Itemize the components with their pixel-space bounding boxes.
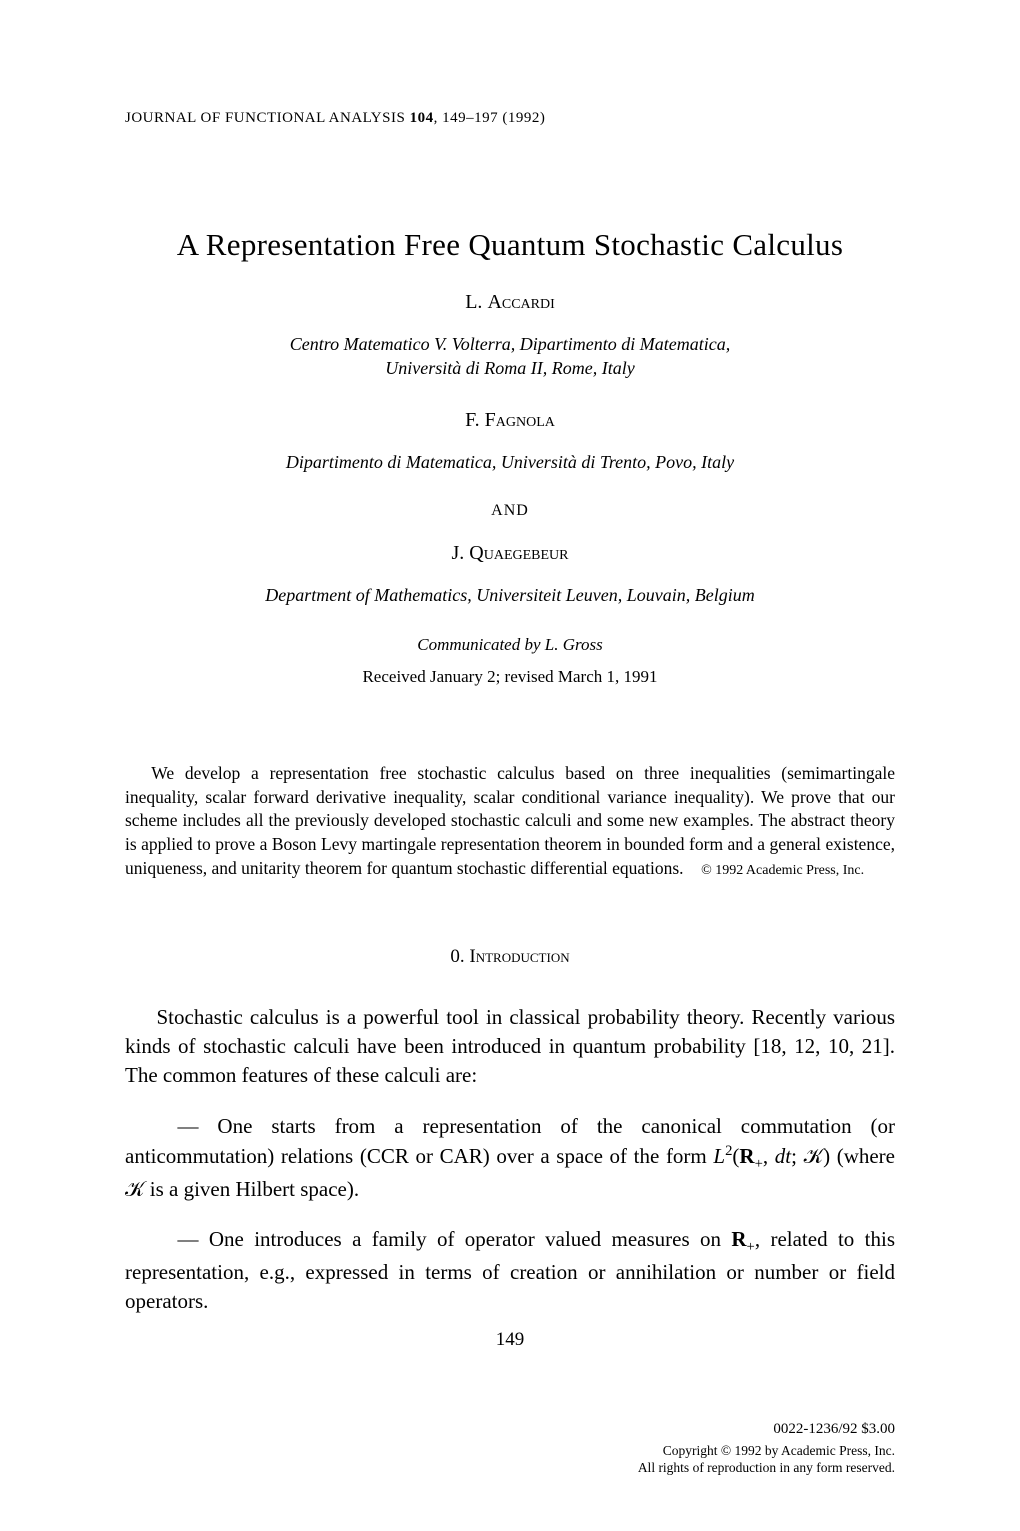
section-title: Introduction bbox=[469, 946, 569, 967]
affiliation-3: Department of Mathematics, Universiteit … bbox=[125, 583, 895, 607]
item1-suffix: is a given Hilbert space). bbox=[145, 1177, 360, 1201]
body-item-2: — One introduces a family of operator va… bbox=[125, 1225, 895, 1317]
affiliation-2-line1: Dipartimento di Matematica, Università d… bbox=[286, 452, 734, 472]
and-separator: AND bbox=[125, 502, 895, 520]
affiliation-1-line1: Centro Matematico V. Volterra, Dipartime… bbox=[290, 334, 730, 354]
page-container: JOURNAL OF FUNCTIONAL ANALYSIS 104, 149–… bbox=[0, 0, 1020, 1411]
footer-issn: 0022-1236/92 $3.00 bbox=[638, 1420, 895, 1440]
section-heading: 0. Introduction bbox=[125, 946, 895, 968]
item1-math: L2(R+, dt; 𝒦) bbox=[713, 1144, 830, 1168]
affiliation-1: Centro Matematico V. Volterra, Dipartime… bbox=[125, 332, 895, 381]
communicated-by: Communicated by L. Gross bbox=[125, 635, 895, 655]
journal-name: JOURNAL OF FUNCTIONAL ANALYSIS bbox=[125, 110, 405, 126]
article-title: A Representation Free Quantum Stochastic… bbox=[125, 227, 895, 263]
section-number: 0. bbox=[450, 946, 464, 967]
affiliation-2: Dipartimento di Matematica, Università d… bbox=[125, 450, 895, 474]
footer-copyright-1: Copyright © 1992 by Academic Press, Inc. bbox=[638, 1442, 895, 1460]
item2-prefix: — One introduces a family of operator va… bbox=[178, 1227, 732, 1251]
author-1-surname: Accardi bbox=[487, 291, 554, 313]
item1-mid: (where bbox=[830, 1144, 895, 1168]
author-3: J. Quaegebeur bbox=[125, 542, 895, 565]
footer: 0022-1236/92 $3.00 Copyright © 1992 by A… bbox=[638, 1420, 895, 1477]
body-para-1: Stochastic calculus is a powerful tool i… bbox=[125, 1003, 895, 1091]
journal-pages: 149–197 bbox=[442, 110, 498, 126]
affiliation-1-line2: Università di Roma II, Rome, Italy bbox=[385, 358, 634, 378]
author-3-initial: J. bbox=[451, 542, 464, 564]
author-1-initial: L. bbox=[465, 291, 482, 313]
author-2-surname: Fagnola bbox=[485, 409, 555, 431]
journal-volume: 104, bbox=[410, 110, 443, 126]
author-2: F. Fagnola bbox=[125, 409, 895, 432]
item2-math: R+ bbox=[731, 1227, 754, 1251]
abstract: We develop a representation free stochas… bbox=[125, 762, 895, 880]
journal-header: JOURNAL OF FUNCTIONAL ANALYSIS 104, 149–… bbox=[125, 110, 895, 127]
author-3-surname: Quaegebeur bbox=[469, 542, 568, 564]
item1-math2: 𝒦 bbox=[125, 1177, 145, 1201]
received-date: Received January 2; revised March 1, 199… bbox=[125, 667, 895, 687]
footer-copyright-2: All rights of reproduction in any form r… bbox=[638, 1459, 895, 1477]
page-number: 149 bbox=[125, 1329, 895, 1351]
abstract-text: We develop a representation free stochas… bbox=[125, 763, 895, 878]
body-item-1: — One starts from a representation of th… bbox=[125, 1112, 895, 1205]
affiliation-3-line1: Department of Mathematics, Universiteit … bbox=[265, 585, 754, 605]
author-1: L. Accardi bbox=[125, 291, 895, 314]
abstract-copyright: © 1992 Academic Press, Inc. bbox=[701, 863, 864, 878]
author-2-initial: F. bbox=[465, 409, 480, 431]
